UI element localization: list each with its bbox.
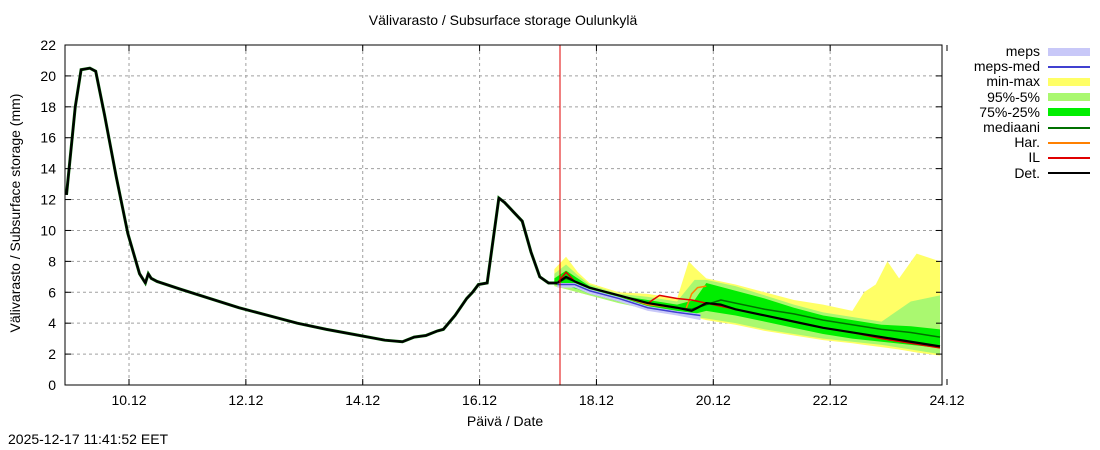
x-tick-label: 12.12 xyxy=(228,392,263,408)
legend-swatch xyxy=(1048,65,1090,68)
line-det xyxy=(556,275,941,348)
x-tick-label: 22.12 xyxy=(813,392,848,408)
legend-item: 95%-5% xyxy=(940,88,1090,105)
y-tick-label: 22 xyxy=(40,37,56,53)
x-axis-label: Päivä / Date xyxy=(466,413,544,429)
legend-label: 75%-25% xyxy=(979,103,1040,120)
forecast-bands xyxy=(554,253,940,356)
legend: meps meps-med min-max 95%-5% 75%-25% mediaani… xyxy=(940,44,1090,181)
x-tick-label: 20.12 xyxy=(696,392,731,408)
legend-swatch xyxy=(1048,77,1090,86)
gridlines xyxy=(65,45,942,385)
y-tick-label: 18 xyxy=(40,99,56,115)
y-tick-label: 4 xyxy=(48,315,56,331)
legend-item: 75%-25% xyxy=(940,103,1090,120)
legend-item: IL xyxy=(940,150,1090,165)
y-tick-label: 0 xyxy=(48,377,56,393)
series-lines xyxy=(65,66,941,349)
x-tick-label: 24.12 xyxy=(929,392,964,408)
legend-item: meps xyxy=(940,44,1090,59)
line-det xyxy=(65,67,558,343)
timestamp: 2025-12-17 11:41:52 EET xyxy=(8,431,169,447)
plot-frame xyxy=(64,44,943,386)
x-tick-label: 14.12 xyxy=(345,392,380,408)
y-tick-label: 8 xyxy=(48,253,56,269)
y-tick-label: 14 xyxy=(40,161,56,177)
y-tick-label: 2 xyxy=(48,346,56,362)
line-mediaani-history xyxy=(65,66,558,344)
legend-swatch xyxy=(1048,141,1090,144)
legend-swatch xyxy=(1048,47,1090,56)
x-tick-label: 10.12 xyxy=(111,392,146,408)
legend-label: mediaani xyxy=(983,119,1040,136)
y-tick-label: 6 xyxy=(48,284,56,300)
legend-swatch xyxy=(1048,172,1090,175)
chart-title: Välivarasto / Subsurface storage Oulunky… xyxy=(368,12,638,28)
legend-label: min-max xyxy=(986,73,1040,90)
legend-label: meps-med xyxy=(973,58,1040,75)
band-75%-25% xyxy=(554,270,940,348)
legend-item: Har. xyxy=(940,135,1090,150)
legend-swatch xyxy=(1048,108,1090,117)
legend-item: min-max xyxy=(940,74,1090,89)
legend-item: mediaani xyxy=(940,120,1090,135)
legend-label: IL xyxy=(1028,149,1040,166)
legend-item: meps-med xyxy=(940,59,1090,74)
legend-swatch xyxy=(1048,93,1090,102)
axis-ticks: 0 2 4 6 8 10 12 14 16 18 20 22 10.12 12.12 14.12 16.12 1… xyxy=(40,37,964,408)
legend-label: Har. xyxy=(1014,134,1040,151)
legend-swatch xyxy=(1048,156,1090,159)
y-tick-label: 16 xyxy=(40,130,56,146)
y-tick-label: 20 xyxy=(40,68,56,84)
line-mepsmed xyxy=(557,283,701,317)
x-tick-label: 16.12 xyxy=(462,392,497,408)
legend-swatch xyxy=(1048,126,1090,129)
y-tick-label: 10 xyxy=(40,222,56,238)
y-tick-label: 12 xyxy=(40,192,56,208)
legend-label: 95%-5% xyxy=(987,88,1040,105)
legend-item: Det. xyxy=(940,164,1090,181)
legend-label: meps xyxy=(1005,43,1040,60)
x-tick-label: 18.12 xyxy=(579,392,614,408)
legend-label: Det. xyxy=(1014,164,1040,181)
